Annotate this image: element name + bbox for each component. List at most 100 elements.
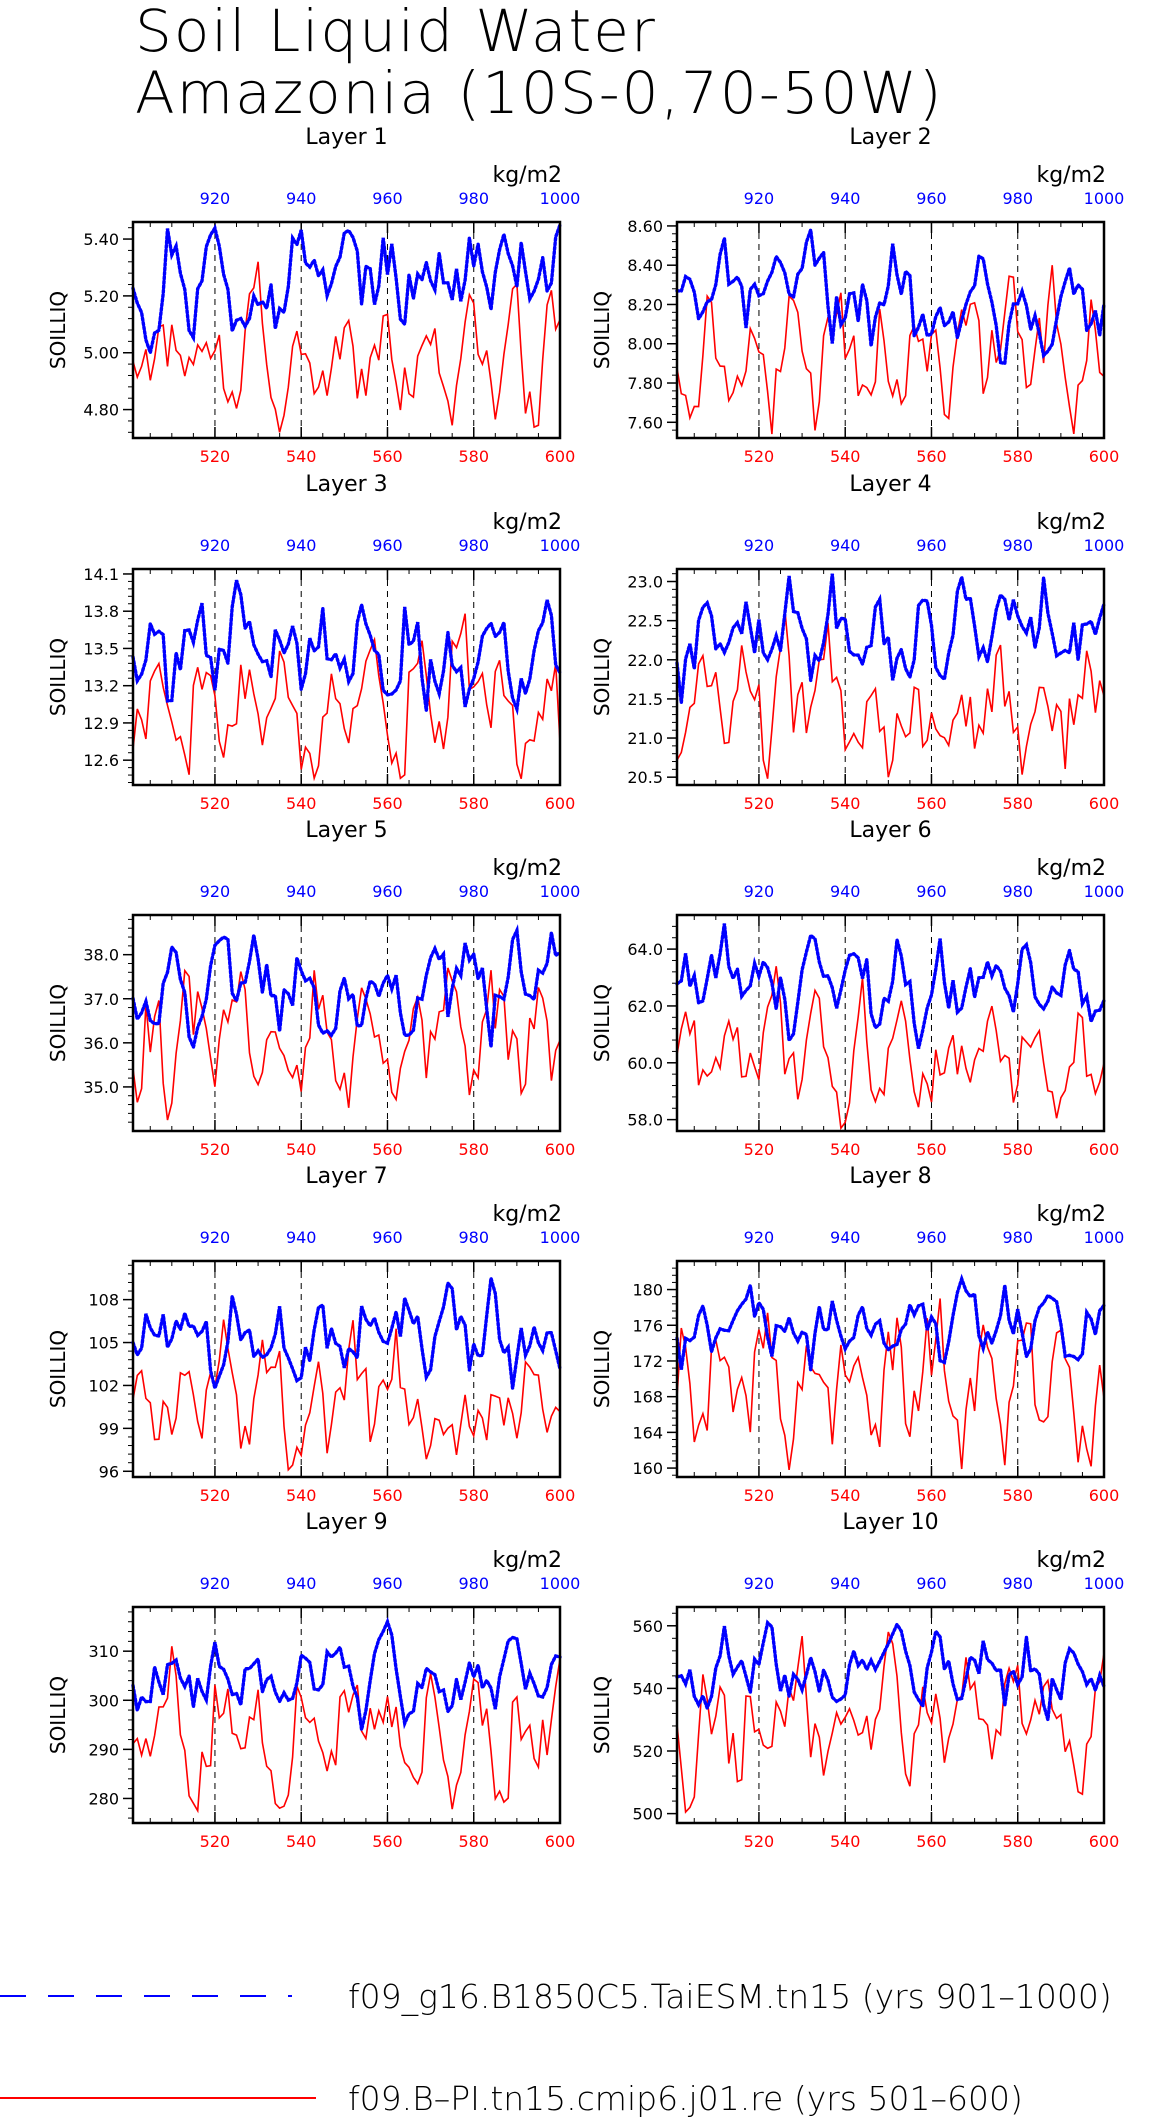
bottom-tick-label: 560 xyxy=(916,447,947,466)
top-tick-label: 960 xyxy=(372,1574,403,1593)
chart-grid: Layer 1 kg/m2 520 540 560 580 600 920 940 960 980 1… xyxy=(46,125,1125,1851)
top-tick-label: 1000 xyxy=(540,1228,581,1247)
bottom-tick-label: 520 xyxy=(744,794,775,813)
top-tick-label: 940 xyxy=(830,189,861,208)
series-line-test xyxy=(676,1631,1105,1814)
y-tick-label: 5.00 xyxy=(83,344,119,363)
y-tick-label: 8.00 xyxy=(627,335,663,354)
top-axis-unit-label: kg/m2 xyxy=(492,1548,562,1573)
y-tick-label: 160 xyxy=(632,1459,663,1478)
top-tick-label: 920 xyxy=(744,1228,775,1247)
bottom-tick-label: 560 xyxy=(916,1140,947,1159)
top-tick-label: 1000 xyxy=(540,1574,581,1593)
top-tick-label: 980 xyxy=(458,1574,489,1593)
bottom-tick-label: 560 xyxy=(372,1832,403,1851)
bottom-tick-label: 520 xyxy=(200,1486,231,1505)
top-tick-label: 1000 xyxy=(1084,882,1125,901)
bottom-tick-label: 580 xyxy=(458,1832,489,1851)
plot-frame xyxy=(131,1259,562,1479)
bottom-tick-label: 560 xyxy=(372,794,403,813)
legend-control-label: f09_g16.B1850C5.TaiESM.tn15 (yrs 901–100… xyxy=(348,1977,1112,2017)
top-tick-label: 940 xyxy=(286,189,317,208)
bottom-tick-label: 580 xyxy=(458,1486,489,1505)
y-tick-label: 12.9 xyxy=(83,714,119,733)
panel-layer-5: Layer 5 kg/m2 520 540 560 580 600 920 940 960 980 1… xyxy=(46,818,580,1159)
bottom-tick-label: 560 xyxy=(372,1140,403,1159)
bottom-tick-label: 600 xyxy=(545,1140,576,1159)
bottom-tick-label: 520 xyxy=(744,1486,775,1505)
top-tick-label: 920 xyxy=(200,882,231,901)
bottom-tick-label: 540 xyxy=(286,794,317,813)
series-line-test xyxy=(132,261,561,433)
y-tick-label: 7.60 xyxy=(627,413,663,432)
top-tick-label: 1000 xyxy=(540,882,581,901)
panel-layer-3: Layer 3 kg/m2 520 540 560 580 600 920 940 960 980 1… xyxy=(46,472,580,813)
y-axis-label: SOILLIQ xyxy=(46,638,70,716)
panel-title: Layer 2 xyxy=(849,125,931,150)
bottom-tick-label: 520 xyxy=(200,447,231,466)
top-tick-label: 980 xyxy=(1002,189,1033,208)
y-tick-label: 22.5 xyxy=(627,612,663,631)
y-axis-label: SOILLIQ xyxy=(46,1330,70,1408)
y-axis-label: SOILLIQ xyxy=(590,638,614,716)
panel-title: Layer 5 xyxy=(305,818,387,843)
y-tick-label: 540 xyxy=(632,1679,663,1698)
top-axis-unit-label: kg/m2 xyxy=(1036,1548,1106,1573)
y-axis-label: SOILLIQ xyxy=(590,984,614,1062)
panel-layer-10: Layer 10 kg/m2 520 540 560 580 600 920 940 960 980… xyxy=(590,1510,1124,1851)
top-tick-label: 980 xyxy=(1002,536,1033,555)
series-line-control xyxy=(131,924,562,1053)
top-tick-label: 1000 xyxy=(1084,536,1125,555)
series-line-test xyxy=(132,1319,561,1472)
panel-layer-1: Layer 1 kg/m2 520 540 560 580 600 920 940 960 980 1… xyxy=(46,125,580,466)
series-line-control xyxy=(131,1277,562,1394)
top-tick-label: 1000 xyxy=(540,189,581,208)
panel-title: Layer 10 xyxy=(842,1510,938,1535)
y-tick-label: 37.0 xyxy=(83,990,119,1009)
panel-title: Layer 1 xyxy=(305,125,387,150)
series-line-test xyxy=(676,608,1105,779)
y-tick-label: 58.0 xyxy=(627,1111,663,1130)
y-tick-label: 13.2 xyxy=(83,677,119,696)
top-axis-unit-label: kg/m2 xyxy=(492,856,562,881)
bottom-tick-label: 520 xyxy=(744,447,775,466)
title-line-2: Amazonia (10S-0,70-50W) xyxy=(135,59,944,127)
series-line-control xyxy=(675,229,1106,366)
top-tick-label: 920 xyxy=(744,1574,775,1593)
panel-layer-8: Layer 8 kg/m2 520 540 560 580 600 920 940 960 980 1… xyxy=(590,1164,1124,1505)
y-tick-label: 5.20 xyxy=(83,287,119,306)
top-tick-label: 920 xyxy=(200,1574,231,1593)
bottom-tick-label: 580 xyxy=(1002,1486,1033,1505)
top-axis-unit-label: kg/m2 xyxy=(1036,1202,1106,1227)
top-tick-label: 920 xyxy=(200,536,231,555)
series-line-test xyxy=(132,967,561,1121)
series-line-control xyxy=(131,223,562,360)
bottom-tick-label: 600 xyxy=(545,447,576,466)
top-axis-unit-label: kg/m2 xyxy=(492,1202,562,1227)
top-tick-label: 940 xyxy=(286,882,317,901)
top-tick-label: 980 xyxy=(1002,882,1033,901)
top-tick-label: 940 xyxy=(830,536,861,555)
bottom-tick-label: 540 xyxy=(286,1832,317,1851)
panel-layer-6: Layer 6 kg/m2 520 540 560 580 600 920 940 960 980 1… xyxy=(590,818,1124,1159)
bottom-tick-label: 520 xyxy=(200,1832,231,1851)
y-tick-label: 5.40 xyxy=(83,230,119,249)
panel-title: Layer 6 xyxy=(849,818,931,843)
top-tick-label: 980 xyxy=(458,1228,489,1247)
y-tick-label: 310 xyxy=(88,1642,119,1661)
bottom-tick-label: 560 xyxy=(916,1832,947,1851)
bottom-tick-label: 540 xyxy=(830,794,861,813)
bottom-tick-label: 580 xyxy=(458,447,489,466)
y-axis-label: SOILLIQ xyxy=(590,1676,614,1754)
series-line-test xyxy=(676,265,1105,435)
top-axis-unit-label: kg/m2 xyxy=(492,510,562,535)
y-tick-label: 14.1 xyxy=(83,565,119,584)
bottom-tick-label: 580 xyxy=(458,1140,489,1159)
bottom-tick-label: 540 xyxy=(286,447,317,466)
top-tick-label: 960 xyxy=(916,882,947,901)
plot-frame xyxy=(131,1605,562,1825)
top-tick-label: 1000 xyxy=(540,536,581,555)
y-tick-label: 64.0 xyxy=(627,940,663,959)
y-tick-label: 36.0 xyxy=(83,1034,119,1053)
plot-frame xyxy=(675,220,1106,440)
